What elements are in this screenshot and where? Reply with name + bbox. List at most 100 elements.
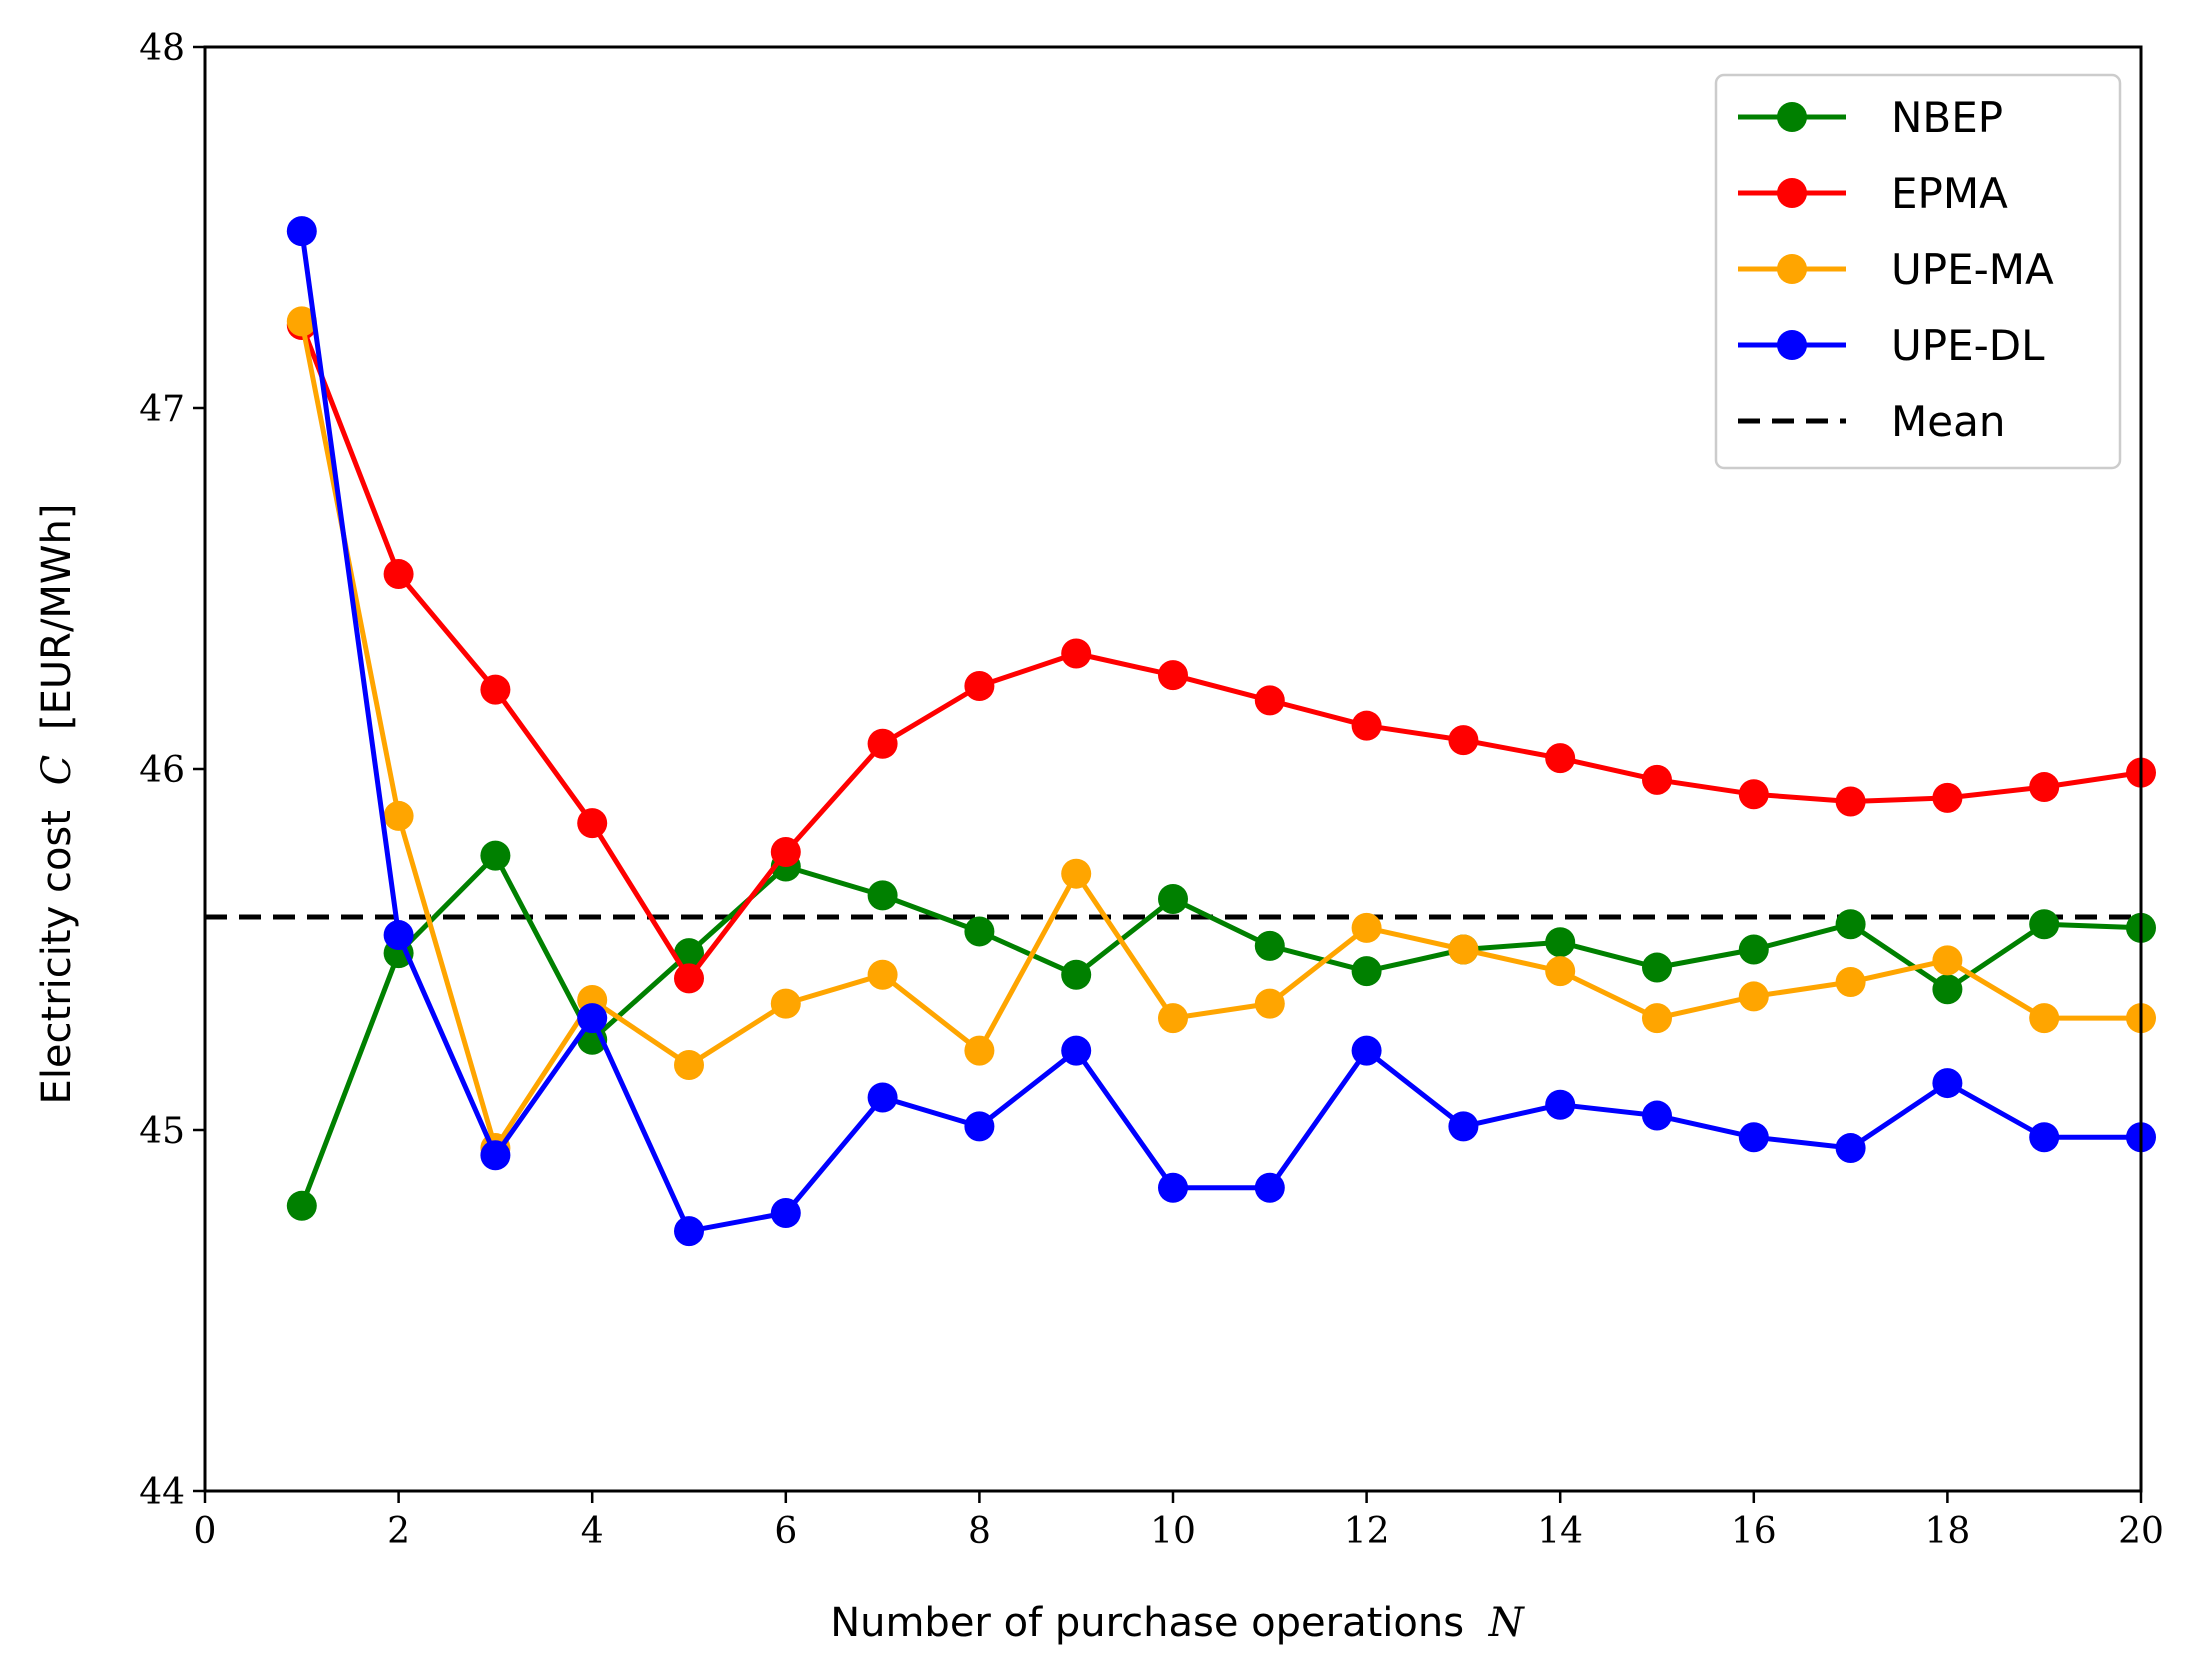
legend-label: EPMA bbox=[1891, 169, 2008, 218]
data-point bbox=[1738, 1122, 1769, 1153]
y-tick-label: 45 bbox=[139, 1111, 185, 1152]
legend-label: UPE-MA bbox=[1891, 245, 2054, 294]
data-point bbox=[1158, 1003, 1188, 1034]
data-point bbox=[674, 938, 704, 969]
legend-box bbox=[1714, 73, 2122, 470]
data-point bbox=[1932, 974, 1963, 1005]
data-point bbox=[1061, 638, 1092, 669]
data-point bbox=[1835, 909, 1866, 940]
data-point bbox=[1642, 764, 1672, 795]
data-point bbox=[1254, 930, 1285, 961]
data-point bbox=[1351, 956, 1382, 987]
x-tick-label: 4 bbox=[581, 1511, 604, 1552]
data-point bbox=[770, 837, 801, 868]
series-line bbox=[299, 230, 2141, 1234]
data-point bbox=[1351, 710, 1382, 741]
x-tick-label: 14 bbox=[1537, 1511, 1583, 1552]
data-point bbox=[1545, 927, 1576, 958]
data-point bbox=[1932, 782, 1963, 813]
legend-entry-upe-ma: UPE-MA bbox=[1738, 245, 2054, 294]
x-tick-label: 20 bbox=[2118, 1511, 2164, 1552]
data-point bbox=[577, 808, 608, 839]
data-point bbox=[1545, 1089, 1576, 1120]
data-point bbox=[2029, 1003, 2060, 1034]
series-layer bbox=[286, 216, 2156, 1247]
data-point bbox=[383, 559, 414, 590]
data-point bbox=[867, 1082, 898, 1113]
data-point bbox=[1448, 725, 1479, 756]
data-point bbox=[674, 1050, 704, 1081]
data-point bbox=[480, 840, 511, 871]
data-point bbox=[480, 1140, 511, 1171]
data-point bbox=[1254, 1172, 1285, 1203]
y-axis-label: Electricity cost C [EUR/MWh] bbox=[34, 504, 80, 1105]
data-point bbox=[964, 670, 995, 701]
legend-marker bbox=[1777, 178, 1807, 208]
data-point bbox=[1932, 945, 1963, 976]
x-tick-label: 2 bbox=[387, 1511, 410, 1552]
data-point bbox=[286, 1190, 317, 1221]
y-tick-label: 48 bbox=[139, 28, 185, 69]
legend-entry-nbep: NBEP bbox=[1738, 93, 2003, 142]
x-axis-label-text: Number of purchase operations bbox=[830, 1600, 1464, 1646]
data-point bbox=[1351, 1035, 1382, 1066]
data-point bbox=[770, 988, 801, 1019]
x-tick-label: 10 bbox=[1150, 1511, 1196, 1552]
legend-label: NBEP bbox=[1891, 93, 2003, 142]
y-tick-label: 47 bbox=[139, 389, 185, 430]
y-axis-label-var: C bbox=[34, 755, 80, 786]
series-upe-ma bbox=[286, 306, 2156, 1164]
data-point bbox=[1061, 858, 1092, 889]
data-point bbox=[577, 1003, 608, 1034]
data-point bbox=[1158, 660, 1188, 691]
data-point bbox=[1254, 685, 1285, 716]
data-point bbox=[1738, 981, 1769, 1012]
data-point bbox=[964, 1035, 995, 1066]
data-point bbox=[1642, 952, 1672, 983]
x-tick-label: 18 bbox=[1924, 1511, 1970, 1552]
data-point bbox=[1061, 1035, 1092, 1066]
legend-entry-upe-dl: UPE-DL bbox=[1738, 321, 2045, 370]
x-tick-label: 6 bbox=[774, 1511, 797, 1552]
series-line bbox=[299, 853, 2142, 1207]
series-line bbox=[299, 324, 2142, 981]
data-point bbox=[1738, 779, 1769, 810]
legend-label: UPE-DL bbox=[1891, 321, 2045, 370]
data-point bbox=[2029, 909, 2060, 940]
x-tick-label: 0 bbox=[194, 1511, 217, 1552]
data-point bbox=[964, 916, 995, 947]
x-axis-label-var: N bbox=[1488, 1600, 1526, 1646]
legend-entry-mean: Mean bbox=[1738, 397, 2005, 446]
data-point bbox=[383, 920, 414, 951]
data-point bbox=[1158, 883, 1188, 914]
data-point bbox=[1835, 786, 1866, 817]
data-point bbox=[2029, 772, 2060, 803]
x-axis-label: Number of purchase operations N bbox=[830, 1600, 1526, 1646]
data-point bbox=[1254, 988, 1285, 1019]
data-point bbox=[674, 1216, 704, 1247]
data-point bbox=[964, 1111, 995, 1142]
data-point bbox=[1932, 1068, 1963, 1099]
data-point bbox=[1642, 1003, 1672, 1034]
x-tick-label: 16 bbox=[1731, 1511, 1777, 1552]
data-point bbox=[2029, 1122, 2060, 1153]
data-point bbox=[1448, 934, 1479, 965]
data-point bbox=[383, 800, 414, 831]
data-point bbox=[1351, 912, 1382, 943]
series-upe-dl bbox=[286, 216, 2156, 1247]
data-point bbox=[770, 1198, 801, 1229]
data-point bbox=[480, 674, 511, 705]
data-point bbox=[286, 306, 317, 337]
data-point bbox=[286, 216, 317, 247]
y-axis-label-text: Electricity cost bbox=[34, 810, 80, 1104]
data-point bbox=[1158, 1172, 1188, 1203]
data-point bbox=[674, 963, 704, 994]
data-point bbox=[1738, 934, 1769, 965]
series-epma bbox=[286, 309, 2156, 994]
data-point bbox=[867, 728, 898, 759]
legend-entry-epma: EPMA bbox=[1738, 169, 2008, 218]
legend-label: Mean bbox=[1891, 397, 2005, 446]
legend-marker bbox=[1777, 330, 1807, 360]
